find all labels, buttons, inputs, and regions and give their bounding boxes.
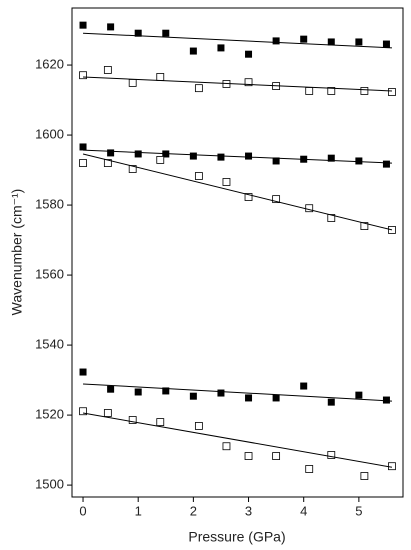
x-tick-label: 1 [135, 503, 142, 518]
open-point [388, 462, 396, 471]
open-point [360, 87, 369, 95]
y-tick-label: 1560 [35, 267, 64, 282]
open-point [244, 78, 253, 87]
filled-point [245, 152, 253, 160]
filled-point [217, 44, 225, 52]
filled-point [107, 149, 115, 157]
filled-point [245, 394, 253, 402]
open-point [244, 452, 253, 460]
filled-point [355, 38, 363, 46]
open-point [79, 71, 87, 80]
x-axis-title: Pressure (GPa) [188, 529, 285, 545]
open-point [79, 407, 87, 416]
filled-point [162, 29, 170, 37]
y-axis-title: Wavenumber (cm⁻¹) [9, 189, 25, 316]
open-point [305, 87, 314, 95]
open-point [388, 88, 396, 96]
filled-point [355, 391, 363, 399]
open-point [194, 172, 203, 180]
y-tick-label: 1540 [35, 337, 64, 352]
filled-point [217, 389, 225, 397]
filled-point [217, 153, 225, 161]
open-point [222, 442, 231, 451]
filled-point [107, 385, 115, 393]
fit-line [83, 76, 392, 92]
filled-point [189, 392, 197, 400]
filled-point [382, 396, 390, 404]
x-tick-label: 3 [245, 503, 252, 518]
filled-point [245, 50, 253, 58]
x-tick-label: 2 [190, 503, 197, 518]
filled-point [189, 47, 197, 55]
filled-point [300, 35, 308, 43]
open-point [194, 84, 203, 93]
filled-point [79, 368, 87, 376]
filled-point [134, 29, 142, 37]
fit-line [83, 32, 392, 49]
open-point [305, 465, 314, 473]
filled-point [272, 157, 280, 165]
filled-point [79, 21, 87, 29]
filled-point [79, 143, 87, 151]
x-tick-label: 0 [79, 503, 86, 518]
open-point [222, 178, 231, 186]
y-tick-label: 1600 [35, 127, 64, 142]
open-point [360, 472, 369, 480]
filled-point [382, 40, 390, 48]
open-point [194, 422, 203, 430]
open-point [128, 416, 137, 424]
open-point [272, 195, 281, 204]
filled-point [300, 382, 308, 390]
filled-point [272, 394, 280, 402]
filled-point [327, 154, 335, 162]
open-point [360, 222, 369, 230]
open-point [79, 159, 87, 167]
filled-point [162, 387, 170, 395]
filled-point [189, 152, 197, 160]
fit-line [83, 149, 392, 164]
filled-point [272, 37, 280, 45]
open-point [156, 156, 165, 164]
filled-point [134, 150, 142, 158]
filled-point [327, 38, 335, 46]
fit-line [82, 412, 393, 468]
open-point [327, 451, 336, 459]
filled-point [134, 388, 142, 396]
x-tick-label: 5 [355, 503, 362, 518]
open-point [156, 418, 165, 426]
open-point [327, 87, 336, 95]
filled-point [327, 398, 335, 406]
y-tick-label: 1620 [35, 56, 64, 71]
filled-point [107, 23, 115, 31]
y-tick-label: 1500 [35, 477, 64, 492]
filled-point [355, 157, 363, 165]
open-point [103, 66, 112, 74]
x-tick-label: 4 [300, 503, 307, 518]
open-point [128, 165, 137, 173]
open-point [156, 73, 165, 81]
open-point [128, 79, 137, 87]
fit-line [83, 383, 392, 402]
open-point [272, 452, 281, 460]
open-point [244, 193, 253, 201]
y-tick-label: 1580 [35, 197, 64, 212]
y-tick-label: 1520 [35, 407, 64, 422]
filled-point [382, 160, 390, 168]
plot-frame [71, 7, 404, 498]
fit-line [82, 153, 393, 231]
open-point [103, 409, 112, 417]
